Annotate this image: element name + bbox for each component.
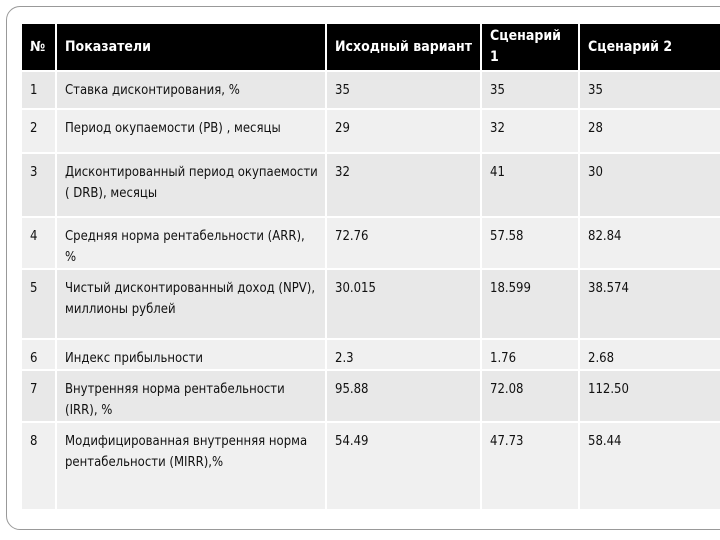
table-row: 5 Чистый дисконтированный доход (NPV), ми… bbox=[20, 268, 720, 340]
header-cell: Сценарий 2 bbox=[578, 22, 720, 72]
table-cell: 30 bbox=[578, 152, 720, 218]
table-cell: 112.50 bbox=[578, 369, 720, 423]
table-cell: 38.574 bbox=[578, 268, 720, 340]
table-cell: 72.76 bbox=[325, 216, 482, 270]
table-cell: 8 bbox=[20, 421, 57, 511]
table-cell: Внутренняя норма рентабельности (IRR), % bbox=[55, 369, 327, 423]
table-cell: 28 bbox=[578, 108, 720, 154]
table-cell: Модифицированная внутренняя норма рентаб… bbox=[55, 421, 327, 511]
table-cell: 58.44 bbox=[578, 421, 720, 511]
table-cell: Ставка дисконтирования, % bbox=[55, 70, 327, 110]
table-cell: 30.015 bbox=[325, 268, 482, 340]
table-row: 3 Дисконтированный период окупаемости ( D… bbox=[20, 152, 720, 218]
table-cell: 35 bbox=[578, 70, 720, 110]
table-cell: Чистый дисконтированный доход (NPV), мил… bbox=[55, 268, 327, 340]
header-cell: Сценарий 1 bbox=[480, 22, 580, 72]
table-cell: Индекс прибыльности bbox=[55, 338, 327, 371]
table-cell: 47.73 bbox=[480, 421, 580, 511]
table-cell: 1 bbox=[20, 70, 57, 110]
table-row: 1 Ставка дисконтирования, % 35 35 35 bbox=[20, 70, 720, 110]
table-cell: 7 bbox=[20, 369, 57, 423]
table-cell: 3 bbox=[20, 152, 57, 218]
header-row: № Показатели Исходный вариант Сценарий 1 Сце… bbox=[20, 22, 720, 72]
table-cell: 29 bbox=[325, 108, 482, 154]
table-cell: 32 bbox=[480, 108, 580, 154]
data-table: № Показатели Исходный вариант Сценарий 1 Сце… bbox=[20, 22, 720, 511]
table-cell: 5 bbox=[20, 268, 57, 340]
table-cell: Период окупаемости (PB) , месяцы bbox=[55, 108, 327, 154]
table-row: 2 Период окупаемости (PB) , месяцы 29 32 28 bbox=[20, 108, 720, 154]
table-row: 4 Средняя норма рентабельности (ARR), % 72… bbox=[20, 216, 720, 270]
header-cell: № bbox=[20, 22, 57, 72]
table-cell: 2.68 bbox=[578, 338, 720, 371]
table-cell: 41 bbox=[480, 152, 580, 218]
table-container: № Показатели Исходный вариант Сценарий 1 Сце… bbox=[20, 22, 720, 511]
table-cell: 82.84 bbox=[578, 216, 720, 270]
table-cell: 2.3 bbox=[325, 338, 482, 371]
table-row: 6 Индекс прибыльности 2.3 1.76 2.68 bbox=[20, 338, 720, 371]
table-cell: 6 bbox=[20, 338, 57, 371]
table-cell: 2 bbox=[20, 108, 57, 154]
table-cell: 35 bbox=[325, 70, 482, 110]
table-cell: 18.599 bbox=[480, 268, 580, 340]
table-cell: 32 bbox=[325, 152, 482, 218]
table-cell: 4 bbox=[20, 216, 57, 270]
slide-frame bbox=[6, 6, 720, 530]
table-cell: 54.49 bbox=[325, 421, 482, 511]
table-cell: 35 bbox=[480, 70, 580, 110]
table-cell: 1.76 bbox=[480, 338, 580, 371]
header-cell: Исходный вариант bbox=[325, 22, 482, 72]
table-cell: 57.58 bbox=[480, 216, 580, 270]
table-cell: Средняя норма рентабельности (ARR), % bbox=[55, 216, 327, 270]
table-cell: 72.08 bbox=[480, 369, 580, 423]
header-cell: Показатели bbox=[55, 22, 327, 72]
table-row: 7 Внутренняя норма рентабельности (IRR), … bbox=[20, 369, 720, 423]
table-cell: Дисконтированный период окупаемости ( DR… bbox=[55, 152, 327, 218]
table-row: 8 Модифицированная внутренняя норма рента… bbox=[20, 421, 720, 511]
table-cell: 95.88 bbox=[325, 369, 482, 423]
